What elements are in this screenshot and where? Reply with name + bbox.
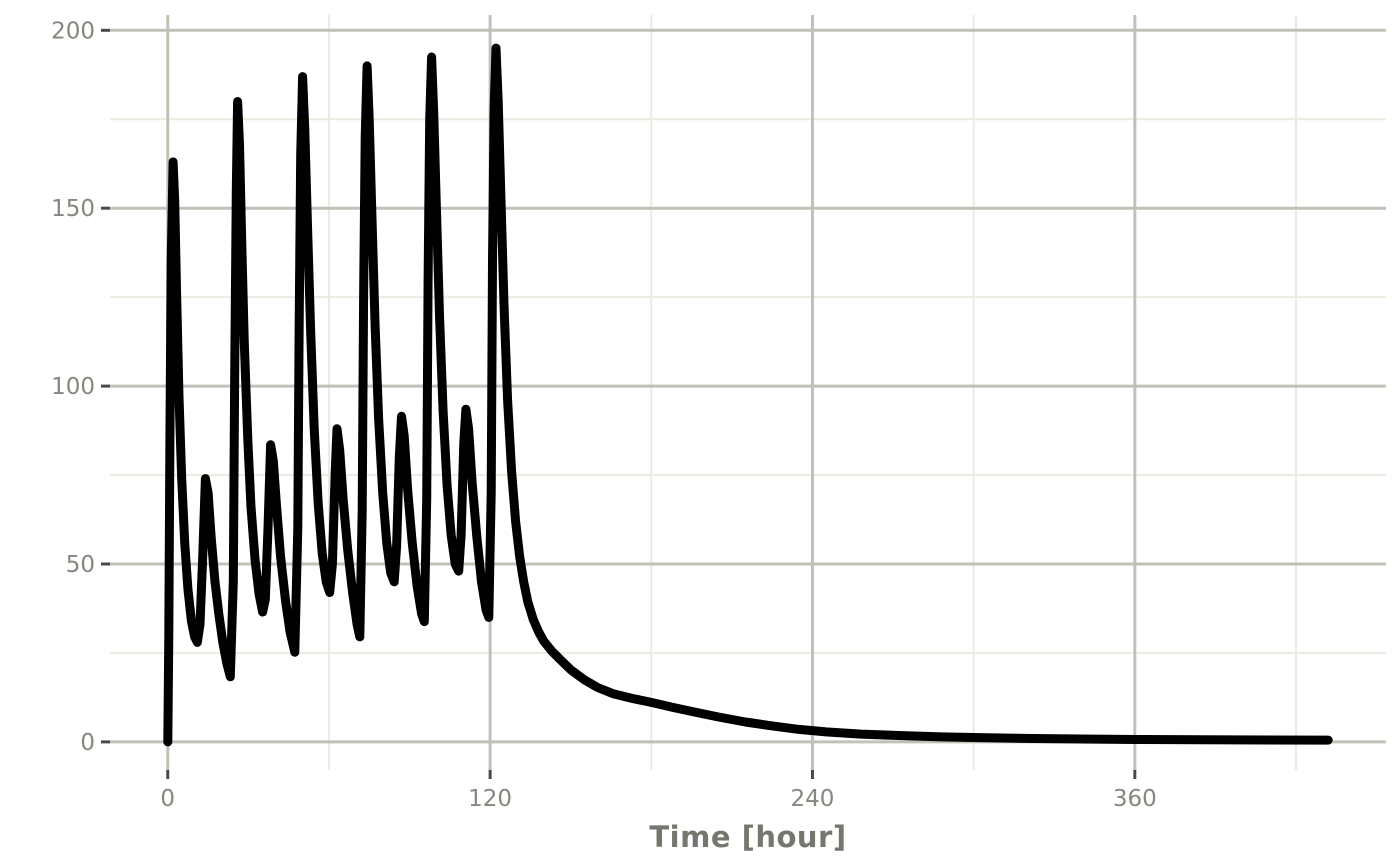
x-tick-label: 0 xyxy=(160,786,175,812)
y-tick-label: 200 xyxy=(51,18,95,44)
x-tick-label: 240 xyxy=(791,786,835,812)
x-axis-title: Time [hour] xyxy=(649,820,847,854)
y-tick-label: 0 xyxy=(80,730,95,756)
concentration-curve xyxy=(163,43,1333,747)
y-tick-label: 50 xyxy=(66,552,95,578)
x-tick-label: 120 xyxy=(468,786,512,812)
x-tick-label: 360 xyxy=(1113,786,1157,812)
y-tick-label: 100 xyxy=(51,374,95,400)
y-tick-label: 150 xyxy=(51,196,95,222)
